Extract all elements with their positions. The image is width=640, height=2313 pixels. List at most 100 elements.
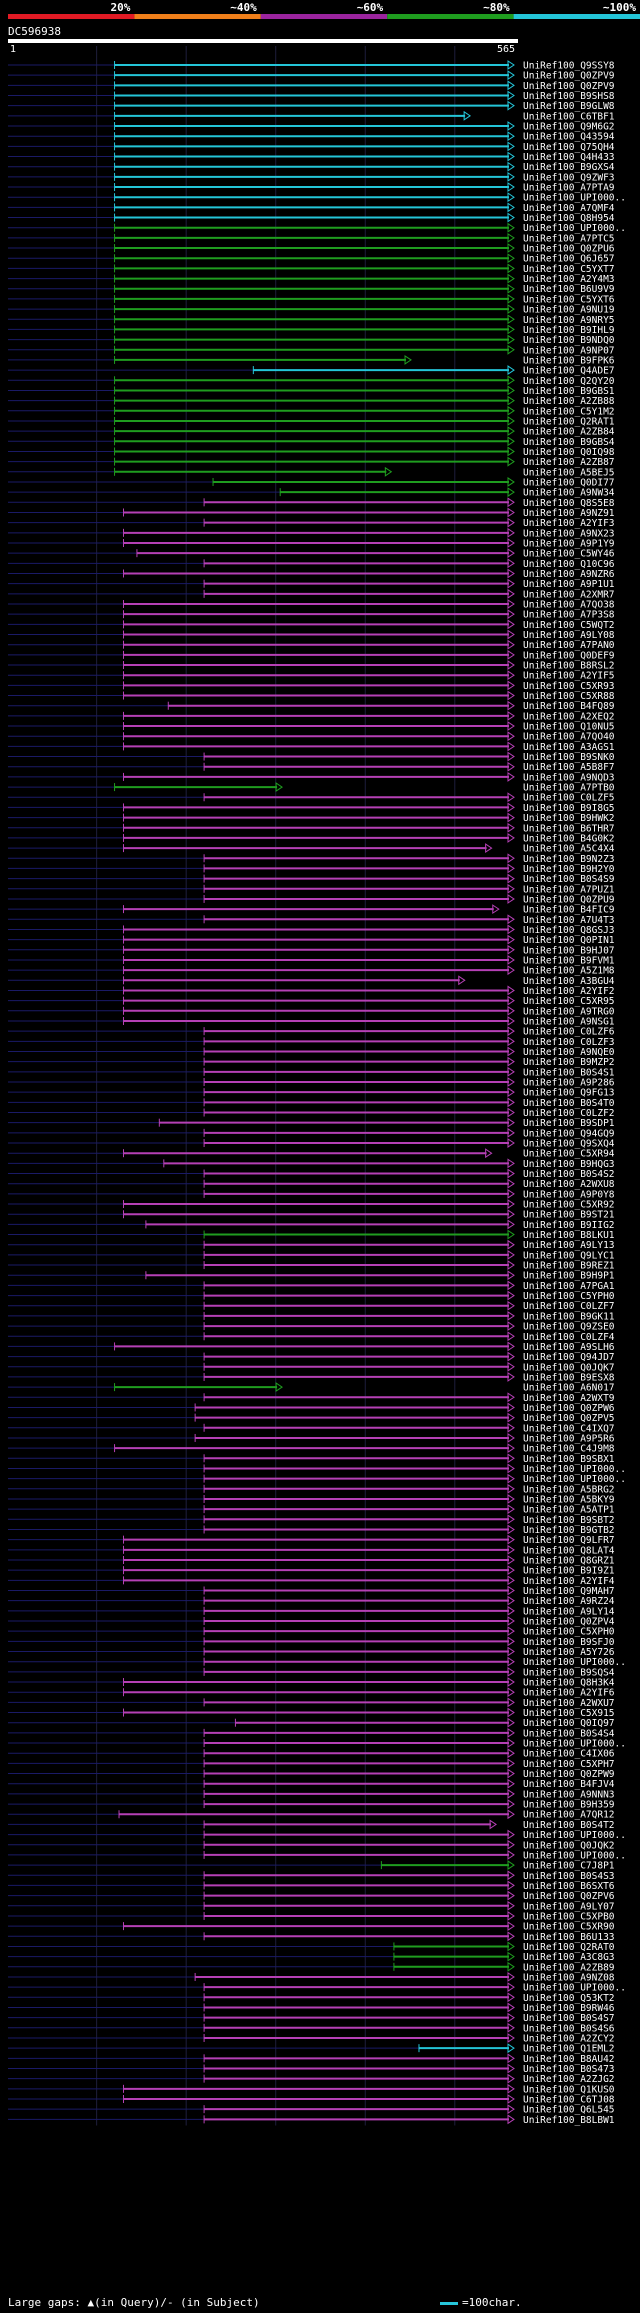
hit-label[interactable]: UniRef100_B9N2Z3	[523, 854, 615, 865]
hit-label[interactable]: UniRef100_B9SDP1	[523, 1118, 615, 1129]
hit-label[interactable]: UniRef100_Q53KT2	[523, 1993, 615, 2004]
hit-label[interactable]: UniRef100_A2ZB87	[523, 457, 615, 468]
hit-label[interactable]: UniRef100_A2YIF4	[523, 1576, 615, 1587]
hit-label[interactable]: UniRef100_B9SHS8	[523, 91, 615, 102]
hit-label[interactable]: UniRef100_B9SQS4	[523, 1667, 615, 1678]
hit-label[interactable]: UniRef100_A7QR12	[523, 1810, 615, 1821]
hit-label[interactable]: UniRef100_A5ATP1	[523, 1505, 615, 1516]
hit-label[interactable]: UniRef100_A7QO38	[523, 600, 615, 611]
hit-label[interactable]: UniRef100_A7QMF4	[523, 203, 615, 214]
hit-label[interactable]: UniRef100_A9NZ08	[523, 1972, 615, 1983]
hit-label[interactable]: UniRef100_A9LY13	[523, 1240, 615, 1251]
hit-label[interactable]: UniRef100_A7PTB0	[523, 783, 615, 794]
hit-label[interactable]: UniRef100_B9HQG3	[523, 1159, 615, 1170]
hit-label[interactable]: UniRef100_UPI000..	[523, 1474, 626, 1485]
hit-label[interactable]: UniRef100_C5XR92	[523, 1200, 615, 1211]
hit-label[interactable]: UniRef100_A2ZB89	[523, 1962, 615, 1973]
hit-label[interactable]: UniRef100_C5YXT6	[523, 294, 615, 305]
hit-label[interactable]: UniRef100_A7PTA9	[523, 183, 615, 194]
hit-label[interactable]: UniRef100_Q94JD7	[523, 1352, 615, 1363]
hit-label[interactable]: UniRef100_A9NRY5	[523, 315, 615, 326]
hit-label[interactable]: UniRef100_A9P5R6	[523, 1433, 615, 1444]
hit-label[interactable]: UniRef100_Q0ZPW6	[523, 1403, 615, 1414]
hit-label[interactable]: UniRef100_B0S4S9	[523, 874, 615, 885]
hit-label[interactable]: UniRef100_A7PTC5	[523, 233, 615, 244]
hit-label[interactable]: UniRef100_A6N017	[523, 1383, 615, 1394]
hit-label[interactable]: UniRef100_UPI000..	[523, 223, 626, 234]
hit-label[interactable]: UniRef100_A2Y4M3	[523, 274, 615, 285]
hit-label[interactable]: UniRef100_Q4H433	[523, 152, 615, 163]
hit-label[interactable]: UniRef100_A2ZCY2	[523, 2033, 615, 2044]
hit-label[interactable]: UniRef100_Q8S5E8	[523, 498, 615, 509]
hit-label[interactable]: UniRef100_A9NZ91	[523, 508, 615, 519]
hit-label[interactable]: UniRef100_Q9SXQ4	[523, 1139, 615, 1150]
hit-label[interactable]: UniRef100_B9HWK2	[523, 813, 615, 824]
hit-label[interactable]: UniRef100_C6TJ08	[523, 2095, 615, 2106]
hit-label[interactable]: UniRef100_B8LKU1	[523, 1230, 615, 1241]
hit-label[interactable]: UniRef100_C5YPH0	[523, 1291, 615, 1302]
hit-label[interactable]: UniRef100_B9FPK6	[523, 355, 615, 366]
hit-label[interactable]: UniRef100_Q75QH4	[523, 142, 615, 153]
hit-label[interactable]: UniRef100_Q8LAT4	[523, 1545, 615, 1556]
hit-label[interactable]: UniRef100_B9HJ07	[523, 945, 615, 956]
hit-label[interactable]: UniRef100_B0S4S3	[523, 1871, 615, 1882]
hit-label[interactable]: UniRef100_Q0ZPV6	[523, 1891, 615, 1902]
hit-label[interactable]: UniRef100_C0LZF3	[523, 1037, 615, 1048]
hit-label[interactable]: UniRef100_Q43594	[523, 132, 615, 143]
hit-label[interactable]: UniRef100_B9ST21	[523, 1210, 615, 1221]
hit-label[interactable]: UniRef100_C5WQT2	[523, 620, 615, 631]
hit-label[interactable]: UniRef100_C5XR90	[523, 1922, 615, 1933]
hit-label[interactable]: UniRef100_B9SFJ0	[523, 1637, 615, 1648]
hit-label[interactable]: UniRef100_UPI000..	[523, 1657, 626, 1668]
hit-label[interactable]: UniRef100_A3BGU4	[523, 976, 615, 987]
hit-label[interactable]: UniRef100_A7P3S8	[523, 610, 615, 621]
hit-label[interactable]: UniRef100_Q0IQ97	[523, 1718, 615, 1729]
hit-label[interactable]: UniRef100_B0S4T0	[523, 1098, 615, 1109]
hit-label[interactable]: UniRef100_A9NZR6	[523, 569, 615, 580]
hit-label[interactable]: UniRef100_A2WXU8	[523, 1179, 615, 1190]
hit-label[interactable]: UniRef100_C5XR93	[523, 681, 615, 692]
hit-label[interactable]: UniRef100_A2WXT9	[523, 1393, 615, 1404]
hit-label[interactable]: UniRef100_A7PGA1	[523, 1281, 615, 1292]
hit-label[interactable]: UniRef100_Q0ZPV5	[523, 1413, 615, 1424]
hit-label[interactable]: UniRef100_A9LY08	[523, 630, 615, 641]
hit-label[interactable]: UniRef100_A7U4T3	[523, 915, 615, 926]
hit-label[interactable]: UniRef100_A9NNN3	[523, 1789, 615, 1800]
hit-label[interactable]: UniRef100_Q10C96	[523, 559, 615, 570]
hit-label[interactable]: UniRef100_A9NQE0	[523, 1047, 615, 1058]
hit-label[interactable]: UniRef100_Q0DEF9	[523, 650, 615, 661]
hit-label[interactable]: UniRef100_A7PAN0	[523, 640, 615, 651]
hit-label[interactable]: UniRef100_B6THR7	[523, 823, 615, 834]
hit-label[interactable]: UniRef100_Q2RAT0	[523, 1942, 615, 1953]
hit-label[interactable]: UniRef100_B0S4S2	[523, 1169, 615, 1180]
hit-label[interactable]: UniRef100_Q0ZPV9	[523, 81, 615, 92]
hit-label[interactable]: UniRef100_C6TBF1	[523, 111, 615, 122]
hit-label[interactable]: UniRef100_B4FQ89	[523, 701, 615, 712]
hit-label[interactable]: UniRef100_A5Z1M8	[523, 966, 615, 977]
hit-label[interactable]: UniRef100_C4J9M8	[523, 1444, 615, 1455]
hit-label[interactable]: UniRef100_Q2QY20	[523, 376, 615, 387]
hit-label[interactable]: UniRef100_A9P0Y8	[523, 1189, 615, 1200]
hit-label[interactable]: UniRef100_A5BKY9	[523, 1494, 615, 1505]
hit-label[interactable]: UniRef100_B8RSL2	[523, 661, 615, 672]
hit-label[interactable]: UniRef100_C5XPH7	[523, 1759, 615, 1770]
hit-label[interactable]: UniRef100_Q9SSY8	[523, 61, 615, 72]
hit-label[interactable]: UniRef100_Q0JQK2	[523, 1840, 615, 1851]
hit-label[interactable]: UniRef100_A2ZB84	[523, 427, 615, 438]
hit-label[interactable]: UniRef100_C0LZF7	[523, 1301, 615, 1312]
hit-label[interactable]: UniRef100_C5XR95	[523, 996, 615, 1007]
hit-label[interactable]: UniRef100_UPI000..	[523, 1830, 626, 1841]
hit-label[interactable]: UniRef100_A9RZ24	[523, 1596, 615, 1607]
hit-label[interactable]: UniRef100_C0LZF2	[523, 1108, 615, 1119]
hit-label[interactable]: UniRef100_Q8GSJ3	[523, 925, 615, 936]
hit-label[interactable]: UniRef100_B0S473	[523, 2064, 615, 2075]
hit-label[interactable]: UniRef100_Q9LFR7	[523, 1535, 615, 1546]
hit-label[interactable]: UniRef100_B0S4S1	[523, 1067, 615, 1078]
hit-label[interactable]: UniRef100_A9P1Y9	[523, 538, 615, 549]
hit-label[interactable]: UniRef100_B9ESX8	[523, 1372, 615, 1383]
hit-label[interactable]: UniRef100_C0LZF6	[523, 1027, 615, 1038]
hit-label[interactable]: UniRef100_B4FIC9	[523, 905, 615, 916]
hit-label[interactable]: UniRef100_Q4ADE7	[523, 366, 615, 377]
hit-label[interactable]: UniRef100_B0S4T2	[523, 1820, 615, 1831]
hit-label[interactable]: UniRef100_A9LY07	[523, 1901, 615, 1912]
